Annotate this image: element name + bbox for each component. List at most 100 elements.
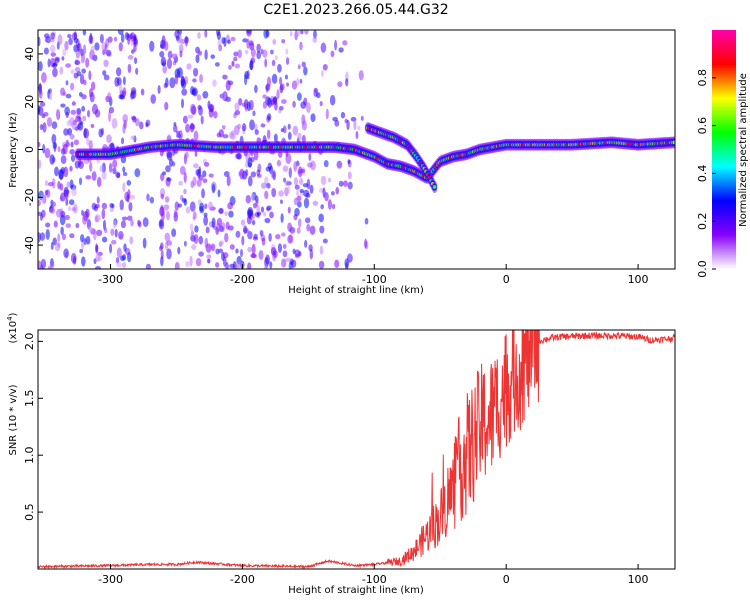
noise-speck xyxy=(304,239,308,248)
noise-speck xyxy=(270,49,274,55)
noise-speck xyxy=(61,233,67,241)
noise-speck xyxy=(88,35,94,45)
noise-speck xyxy=(202,90,209,99)
noise-speck xyxy=(44,180,49,187)
noise-speck xyxy=(198,202,205,214)
noise-speck xyxy=(80,234,85,243)
noise-speck xyxy=(225,262,229,269)
noise-speck xyxy=(174,201,180,211)
noise-speck xyxy=(95,243,99,254)
noise-speck xyxy=(159,206,165,217)
noise-speck xyxy=(322,64,328,71)
noise-speck xyxy=(85,57,90,68)
noise-speck xyxy=(74,59,79,65)
noise-speck xyxy=(164,232,171,242)
noise-speck xyxy=(214,62,220,67)
noise-speck xyxy=(69,179,74,189)
noise-speck xyxy=(185,123,191,133)
noise-speck xyxy=(197,168,201,179)
noise-speck xyxy=(278,190,284,197)
noise-speck xyxy=(53,142,57,153)
noise-speck xyxy=(245,195,252,204)
noise-speck xyxy=(309,184,314,194)
noise-speck xyxy=(123,243,127,252)
noise-speck xyxy=(175,35,180,41)
noise-speck xyxy=(233,51,239,57)
noise-speck xyxy=(44,148,51,159)
noise-speck xyxy=(164,196,170,203)
noise-speck xyxy=(38,232,41,243)
noise-speck xyxy=(102,70,107,76)
noise-speck xyxy=(65,197,69,206)
noise-speck xyxy=(280,99,287,104)
noise-speck xyxy=(114,228,118,238)
noise-speck xyxy=(204,203,208,210)
noise-speck xyxy=(139,121,144,130)
noise-speck xyxy=(282,243,287,250)
noise-speck xyxy=(249,119,255,131)
noise-speck xyxy=(73,139,80,146)
noise-speck xyxy=(198,251,204,257)
noise-speck xyxy=(94,215,99,223)
noise-speck xyxy=(289,30,293,37)
noise-speck xyxy=(54,166,59,177)
y-tick-label: 40 xyxy=(23,47,36,61)
noise-speck xyxy=(53,220,58,228)
noise-speck xyxy=(81,256,86,267)
noise-speck xyxy=(160,250,164,260)
noise-speck xyxy=(49,44,56,53)
noise-speck xyxy=(133,44,137,52)
y-tick-label: 20 xyxy=(23,95,36,109)
noise-speck xyxy=(241,123,247,132)
noise-speck xyxy=(55,208,62,218)
noise-speck xyxy=(260,123,266,128)
noise-speck xyxy=(241,235,245,246)
noise-speck xyxy=(112,167,117,175)
noise-speck xyxy=(345,78,349,87)
noise-speck xyxy=(251,219,256,226)
noise-speck xyxy=(251,253,257,259)
noise-speck xyxy=(238,260,242,268)
noise-speck xyxy=(119,199,124,211)
noise-speck xyxy=(80,52,86,64)
y-tick-label: 0 xyxy=(23,146,36,153)
noise-speck xyxy=(159,51,165,58)
noise-speck xyxy=(51,133,57,144)
noise-speck xyxy=(303,66,308,76)
x-tick-label: 0 xyxy=(503,273,510,286)
noise-speck xyxy=(247,206,254,217)
noise-speck xyxy=(295,30,301,37)
noise-speck xyxy=(65,93,72,99)
noise-speck xyxy=(300,30,304,35)
y-tick-label: 1.0 xyxy=(23,446,36,464)
noise-speck xyxy=(319,245,324,255)
noise-speck xyxy=(109,207,114,213)
noise-speck xyxy=(191,244,197,250)
noise-speck xyxy=(262,49,268,58)
noise-speck xyxy=(282,250,288,258)
noise-speck xyxy=(264,58,268,68)
noise-speck xyxy=(81,209,84,216)
noise-speck xyxy=(297,201,302,208)
noise-speck xyxy=(285,153,292,165)
noise-speck xyxy=(235,248,239,254)
noise-speck xyxy=(272,170,277,181)
noise-speck xyxy=(91,171,97,181)
noise-speck xyxy=(218,225,224,233)
snr-data xyxy=(38,330,675,569)
noise-speck xyxy=(247,262,252,269)
noise-speck xyxy=(75,115,81,123)
snr-panel: -300 -200 -100 0 100 0.5 1.0 1.5 2.0 Height of … xyxy=(6,312,676,596)
noise-speck xyxy=(70,109,77,115)
noise-speck xyxy=(134,57,138,65)
noise-speck xyxy=(86,109,91,118)
noise-speck xyxy=(174,74,179,85)
noise-speck xyxy=(38,260,42,269)
noise-speck xyxy=(293,197,299,206)
noise-speck xyxy=(197,32,201,39)
noise-speck xyxy=(234,102,240,111)
noise-speck xyxy=(88,70,92,81)
noise-speck xyxy=(250,171,257,178)
noise-speck xyxy=(160,173,165,182)
noise-speck xyxy=(118,42,123,52)
